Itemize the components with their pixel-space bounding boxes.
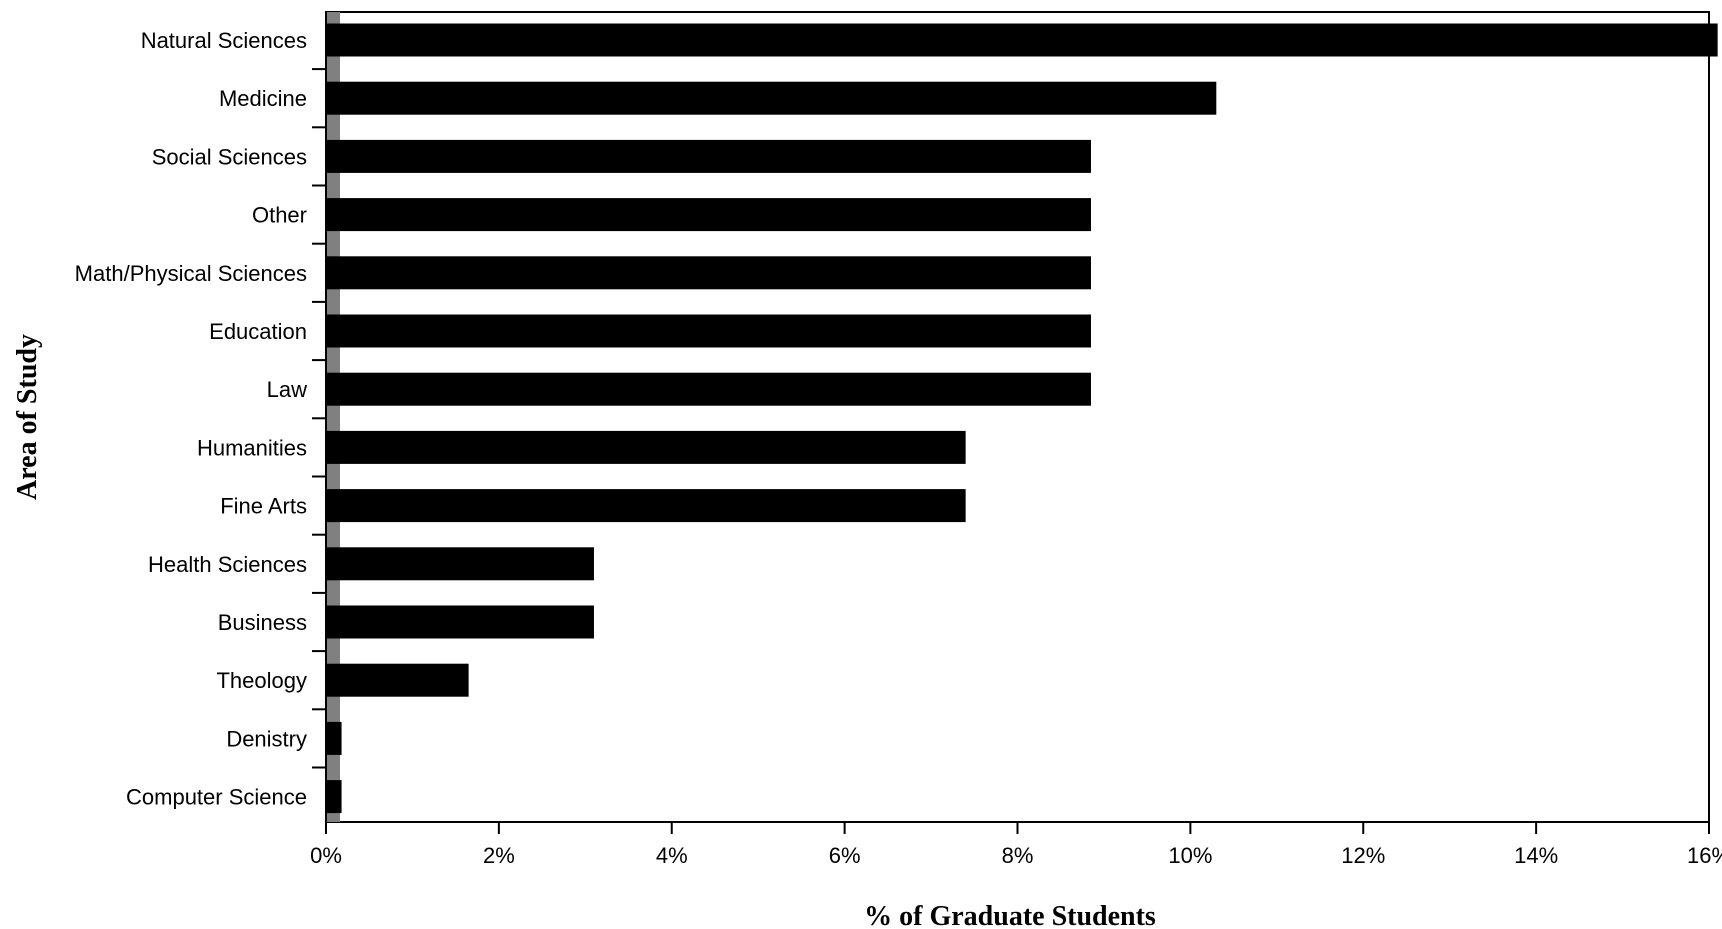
x-tick-label: 10% <box>1168 843 1212 868</box>
category-label: Theology <box>216 668 307 693</box>
category-label: Education <box>209 319 307 344</box>
bar <box>326 314 1091 348</box>
x-tick-label: 12% <box>1341 843 1385 868</box>
bar <box>326 547 594 581</box>
bar <box>326 23 1718 57</box>
bar <box>326 721 342 755</box>
category-labels: Natural Sciences Medicine Social Sciences O… <box>75 28 307 810</box>
category-label: Other <box>252 203 307 228</box>
x-tick-label: 2% <box>483 843 515 868</box>
category-label: Denistry <box>226 726 307 751</box>
x-tick-label: 6% <box>829 843 861 868</box>
bar <box>326 372 1091 406</box>
x-tick-label: 14% <box>1514 843 1558 868</box>
category-label: Fine Arts <box>220 494 307 519</box>
baseline-strip-fill <box>327 12 340 822</box>
category-label: Law <box>267 377 307 402</box>
category-label: Natural Sciences <box>141 28 307 53</box>
bar <box>326 198 1091 232</box>
bars <box>326 23 1718 814</box>
bar <box>326 780 342 814</box>
x-tick-label: 4% <box>656 843 688 868</box>
x-tick-label: 0% <box>310 843 342 868</box>
x-ticks: 0% 2% 4% 6% 8% 10% 12% 14% 16% <box>310 822 1722 868</box>
bar <box>326 489 966 523</box>
category-label: Medicine <box>219 86 307 111</box>
x-tick-label: 16% <box>1687 843 1722 868</box>
category-label: Math/Physical Sciences <box>75 261 307 286</box>
category-label: Social Sciences <box>152 144 307 169</box>
x-axis-title: % of Graduate Students <box>864 901 1156 929</box>
category-label: Health Sciences <box>148 552 307 577</box>
bar <box>326 256 1091 290</box>
bar <box>326 81 1217 115</box>
category-label: Business <box>218 610 307 635</box>
y-ticks <box>312 68 326 769</box>
bar <box>326 430 966 464</box>
y-axis-title: Area of Study <box>12 334 43 500</box>
bar <box>326 605 594 639</box>
bar <box>326 139 1091 173</box>
plot-frame <box>325 11 1710 823</box>
category-label: Humanities <box>197 435 307 460</box>
bar <box>326 663 469 697</box>
category-label: Computer Science <box>126 785 307 810</box>
baseline-strip <box>327 12 340 822</box>
x-tick-label: 8% <box>1002 843 1034 868</box>
